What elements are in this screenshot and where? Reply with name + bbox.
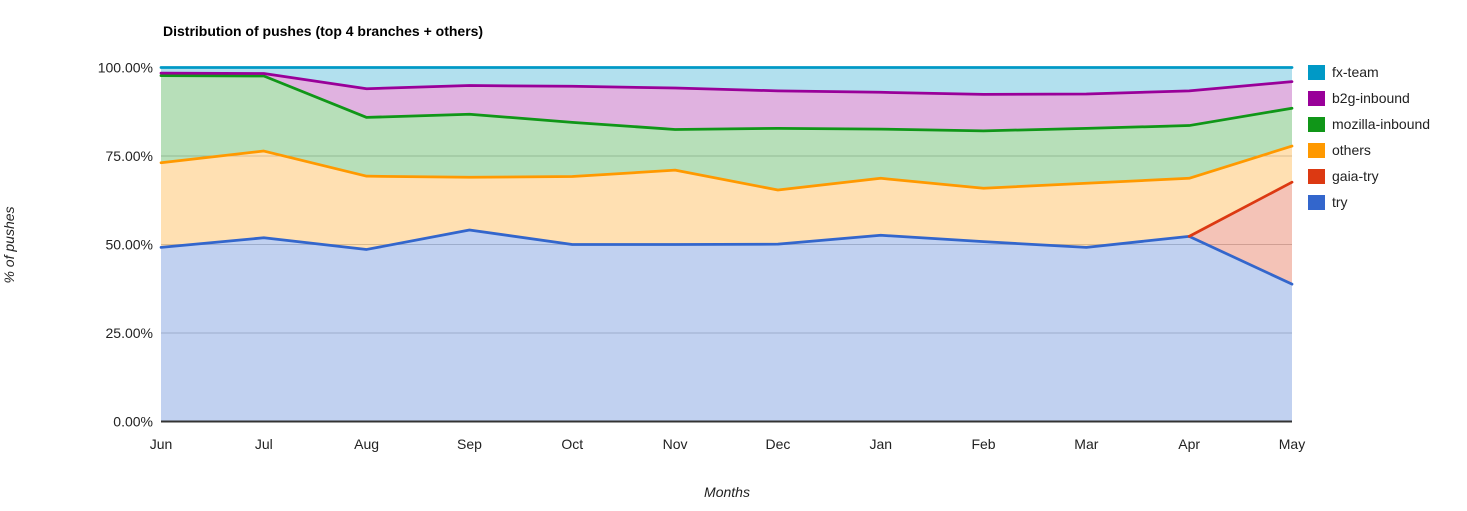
legend-swatch <box>1308 168 1325 184</box>
x-tick-label: Jan <box>869 436 892 452</box>
legend-label: try <box>1332 194 1348 210</box>
legend-swatch <box>1308 142 1325 158</box>
line-others <box>159 144 1294 192</box>
x-tick-label: Oct <box>561 436 583 452</box>
legend-item-try[interactable]: try <box>1308 189 1430 215</box>
legend-swatch <box>1308 194 1325 210</box>
line-b2g-inbound <box>159 71 1294 96</box>
legend-swatch <box>1308 116 1325 132</box>
legend-label: others <box>1332 142 1371 158</box>
legend-label: gaia-try <box>1332 168 1379 184</box>
y-tick-label: 100.00% <box>98 60 153 76</box>
x-tick-label: Sep <box>457 436 482 452</box>
legend-item-mozilla-inbound[interactable]: mozilla-inbound <box>1308 111 1430 137</box>
legend-item-b2g-inbound[interactable]: b2g-inbound <box>1308 85 1430 111</box>
area-fx-team[interactable] <box>161 67 1292 95</box>
legend-item-fx-team[interactable]: fx-team <box>1308 59 1430 85</box>
x-tick-label: Jul <box>255 436 273 452</box>
x-tick-label: Nov <box>663 436 688 452</box>
y-tick-label: 25.00% <box>106 325 153 341</box>
legend-swatch <box>1308 64 1325 80</box>
area-try[interactable] <box>161 229 1292 422</box>
legend-label: b2g-inbound <box>1332 90 1410 106</box>
x-tick-label: Aug <box>354 436 379 452</box>
x-tick-label: Feb <box>971 436 995 452</box>
series-lines <box>159 66 1294 286</box>
legend-swatch <box>1308 90 1325 106</box>
legend-label: mozilla-inbound <box>1332 116 1431 132</box>
y-tick-label: 75.00% <box>106 148 153 164</box>
x-tick-label: Apr <box>1178 436 1200 452</box>
line-try <box>159 228 1294 286</box>
chart-legend: fx-team b2g-inbound mozilla-inbound others g… <box>1308 59 1430 215</box>
x-axis-title: Months <box>704 484 750 500</box>
area-mozilla-inbound[interactable] <box>161 75 1292 190</box>
chart-title: Distribution of pushes (top 4 branches +… <box>163 23 483 39</box>
y-tick-label: 0.00% <box>113 414 153 430</box>
line-mozilla-inbound <box>159 74 1294 133</box>
x-tick-label: Jun <box>150 436 173 452</box>
y-axis-title: % of pushes <box>1 206 17 283</box>
line-gaia-try <box>1187 180 1294 238</box>
x-tick-label: Dec <box>765 436 790 452</box>
area-others[interactable] <box>161 146 1292 250</box>
y-axis-tick-labels: 0.00% 25.00% 50.00% 75.00% 100.00% <box>98 60 153 430</box>
y-tick-label: 50.00% <box>106 237 153 253</box>
legend-label: fx-team <box>1332 64 1379 80</box>
x-axis-tick-labels: Jun Jul Aug Sep Oct Nov Dec Jan Feb Mar Apr May <box>150 436 1306 452</box>
x-tick-label: Mar <box>1074 436 1098 452</box>
legend-item-others[interactable]: others <box>1308 137 1430 163</box>
x-tick-label: May <box>1279 436 1305 452</box>
series-areas <box>161 67 1292 422</box>
legend-item-gaia-try[interactable]: gaia-try <box>1308 163 1430 189</box>
